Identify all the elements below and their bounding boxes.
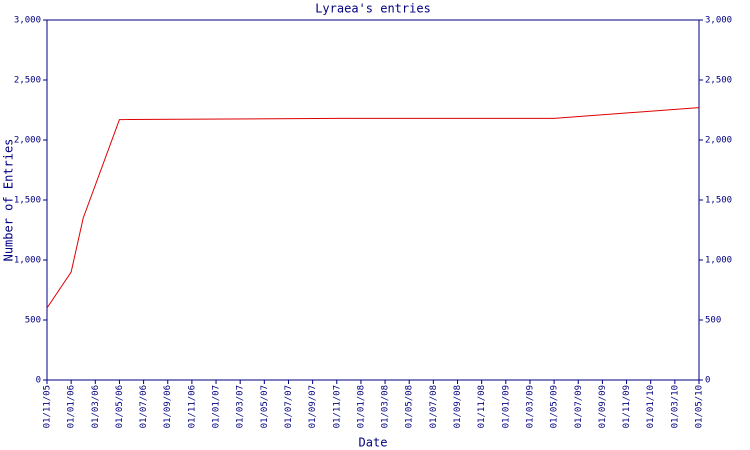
y-tick-label: 500: [25, 316, 41, 326]
y2-tick-label: 3,000: [705, 16, 732, 26]
x-tick-label: 01/09/06: [163, 385, 173, 428]
x-tick-label: 01/03/10: [670, 385, 680, 428]
y-tick-label: 1,000: [14, 256, 41, 266]
x-tick-label: 01/11/05: [43, 385, 53, 428]
x-tick-label: 01/01/07: [212, 385, 222, 428]
x-tick-label: 01/01/09: [501, 385, 511, 428]
x-tick-label: 01/07/08: [429, 385, 439, 428]
x-tick-label: 01/05/06: [115, 385, 125, 428]
x-tick-label: 01/11/08: [477, 385, 487, 428]
y-tick-label: 2,500: [14, 76, 41, 86]
y-tick-label: 1,500: [14, 196, 41, 206]
x-tick-label: 01/01/06: [67, 385, 77, 428]
y-tick-label: 0: [36, 376, 41, 386]
x-tick-label: 01/05/10: [695, 385, 705, 428]
x-tick-label: 01/07/09: [574, 385, 584, 428]
x-tick-label: 01/05/08: [405, 385, 415, 428]
y2-tick-label: 1,500: [705, 196, 732, 206]
x-tick-label: 01/03/07: [236, 385, 246, 428]
y-tick-label: 2,000: [14, 136, 41, 146]
y2-tick-label: 500: [705, 316, 721, 326]
y-tick-label: 3,000: [14, 16, 41, 26]
x-tick-label: 01/07/07: [284, 385, 294, 428]
x-tick-label: 01/01/08: [356, 385, 366, 428]
chart-title: Lyraea's entries: [315, 2, 431, 16]
x-tick-label: 01/03/09: [525, 385, 535, 428]
y2-tick-label: 2,500: [705, 76, 732, 86]
x-tick-label: 01/07/06: [139, 385, 149, 428]
x-tick-label: 01/09/08: [453, 385, 463, 428]
x-tick-label: 01/11/07: [332, 385, 342, 428]
line: [46, 107, 700, 309]
y-axis-label: Number of Entries: [2, 139, 16, 262]
y2-tick-label: 0: [705, 376, 710, 386]
x-tick-label: 01/11/09: [622, 385, 632, 428]
plot-frame: [46, 19, 700, 381]
y2-tick-label: 2,000: [705, 136, 732, 146]
x-tick-label: 01/09/09: [598, 385, 608, 428]
x-tick-label: 01/09/07: [308, 385, 318, 428]
x-tick-label: 01/03/06: [91, 385, 101, 428]
x-tick-label: 01/03/08: [381, 385, 391, 428]
x-tick-label: 01/11/06: [187, 385, 197, 428]
x-tick-label: 01/05/07: [260, 385, 270, 428]
y2-tick-label: 1,000: [705, 256, 732, 266]
x-axis-label: Date: [359, 436, 388, 450]
x-tick-label: 01/05/09: [550, 385, 560, 428]
x-tick-label: 01/01/10: [646, 385, 656, 428]
